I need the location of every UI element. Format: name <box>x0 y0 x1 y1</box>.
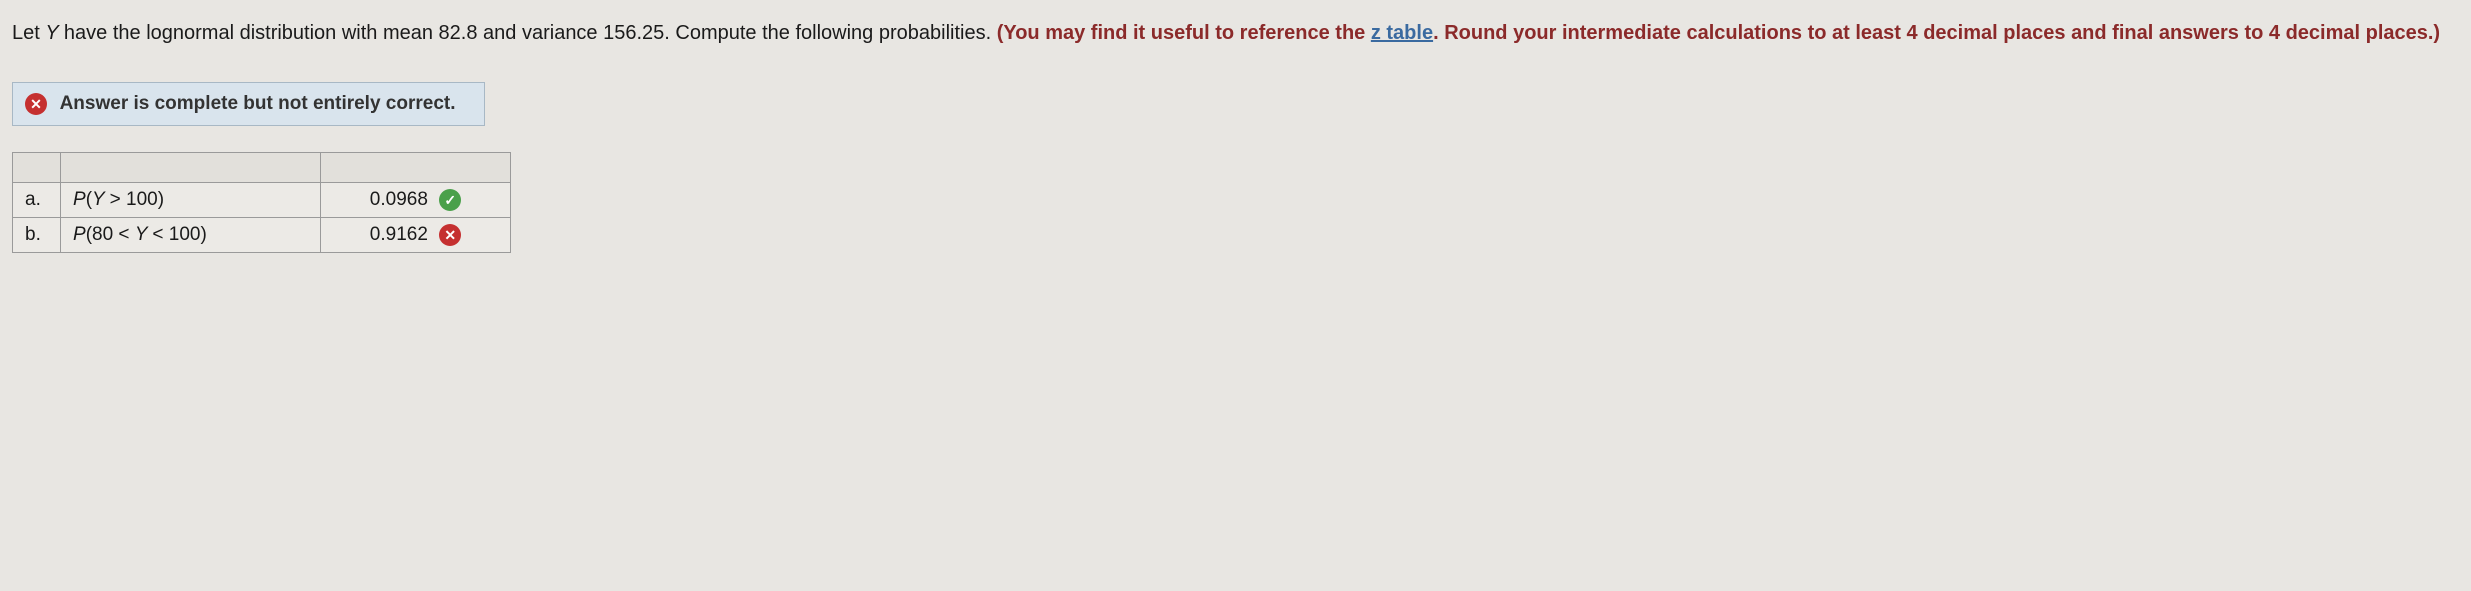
question-bold-2: . Round your intermediate calculations t… <box>1433 22 2440 44</box>
question-var-y: Y <box>45 22 64 44</box>
row-label-b: b. <box>13 218 61 253</box>
feedback-text: Answer is complete but not entirely corr… <box>60 93 456 114</box>
desc-rest: > 100) <box>110 189 164 210</box>
question-middle: have the lognormal distribution with mea… <box>64 22 997 44</box>
question-prefix: Let <box>12 22 45 44</box>
table-row: b. P(80 < Y < 100) 0.9162 ✕ <box>13 218 511 253</box>
row-desc-a: P(Y > 100) <box>61 183 321 218</box>
answer-value-b: 0.9162 <box>370 224 428 245</box>
desc-paren: (80 < <box>86 224 135 245</box>
header-blank-1 <box>13 153 61 183</box>
row-answer-a: 0.0968 ✓ <box>321 183 511 218</box>
header-blank-3 <box>321 153 511 183</box>
desc-p: P <box>73 189 86 210</box>
answer-table: a. P(Y > 100) 0.0968 ✓ b. P(80 < Y < 100… <box>12 152 511 253</box>
table-header-row <box>13 153 511 183</box>
desc-rest: < 100) <box>152 224 206 245</box>
header-blank-2 <box>61 153 321 183</box>
desc-p: P <box>73 224 86 245</box>
x-icon: ✕ <box>439 224 461 246</box>
table-row: a. P(Y > 100) 0.0968 ✓ <box>13 183 511 218</box>
row-answer-b: 0.9162 ✕ <box>321 218 511 253</box>
answer-value-a: 0.0968 <box>370 189 428 210</box>
question-bold-1: (You may find it useful to reference the <box>997 22 1371 44</box>
row-label-a: a. <box>13 183 61 218</box>
x-icon: ✕ <box>25 93 47 115</box>
desc-var: Y <box>92 189 110 210</box>
desc-var: Y <box>135 224 153 245</box>
row-desc-b: P(80 < Y < 100) <box>61 218 321 253</box>
check-icon: ✓ <box>439 189 461 211</box>
feedback-banner: ✕ Answer is complete but not entirely co… <box>12 82 485 126</box>
z-table-link[interactable]: z table <box>1371 22 1433 44</box>
question-text: Let Y have the lognormal distribution wi… <box>12 18 2459 48</box>
